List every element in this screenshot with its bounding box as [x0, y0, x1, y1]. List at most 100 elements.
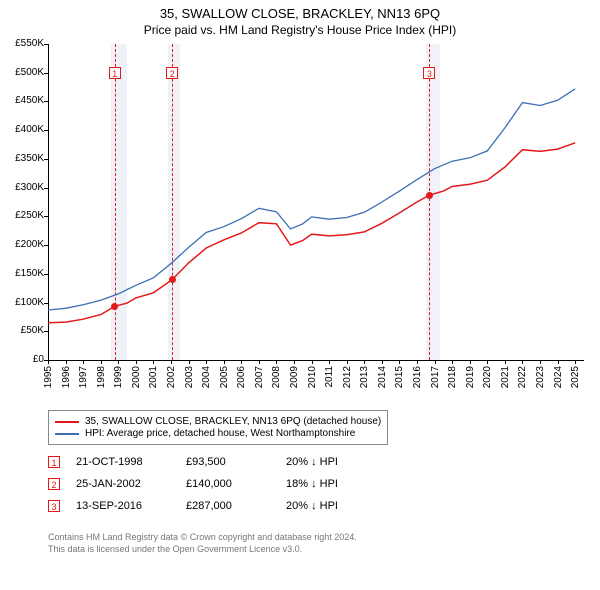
x-tick-label: 2024 [553, 366, 564, 388]
y-tick-label: £500K [4, 67, 44, 78]
sale-row: 313-SEP-2016£287,00020% ↓ HPI [48, 500, 386, 512]
title-block: 35, SWALLOW CLOSE, BRACKLEY, NN13 6PQ Pr… [0, 0, 600, 37]
x-tick-label: 2015 [394, 366, 405, 388]
x-tick [347, 360, 348, 364]
x-tick [66, 360, 67, 364]
x-tick [540, 360, 541, 364]
x-tick [206, 360, 207, 364]
sale-marker-box: 3 [48, 500, 60, 512]
x-tick-label: 2011 [324, 366, 335, 388]
y-tick-label: £150K [4, 268, 44, 279]
x-tick [417, 360, 418, 364]
x-tick [522, 360, 523, 364]
footer-attribution: Contains HM Land Registry data © Crown c… [48, 532, 357, 555]
sale-price: £140,000 [186, 478, 286, 490]
sale-row: 1 21-OCT-1998£93,50020% ↓ HPI [48, 456, 386, 468]
x-tick [171, 360, 172, 364]
x-tick-label: 2019 [465, 366, 476, 388]
sale-price: £93,500 [186, 456, 286, 468]
x-tick-label: 2012 [342, 366, 353, 388]
series-svg [48, 44, 584, 360]
x-tick-label: 2009 [289, 366, 300, 388]
x-tick [118, 360, 119, 364]
chart-container: { "title": "35, SWALLOW CLOSE, BRACKLEY,… [0, 0, 600, 590]
series-price_paid [48, 143, 575, 323]
legend-label: HPI: Average price, detached house, West… [85, 428, 355, 439]
x-tick-label: 2002 [166, 366, 177, 388]
x-tick [312, 360, 313, 364]
footer-line-1: Contains HM Land Registry data © Crown c… [48, 532, 357, 544]
y-tick-label: £250K [4, 210, 44, 221]
y-tick-label: £350K [4, 153, 44, 164]
x-tick-label: 2021 [500, 366, 511, 388]
x-tick [294, 360, 295, 364]
x-tick-label: 2005 [219, 366, 230, 388]
sale-price: £287,000 [186, 500, 286, 512]
sale-marker-box: 1 [48, 456, 60, 468]
x-tick-label: 1999 [113, 366, 124, 388]
x-tick-label: 2006 [236, 366, 247, 388]
y-tick-label: £200K [4, 239, 44, 250]
x-tick [505, 360, 506, 364]
x-tick [241, 360, 242, 364]
x-tick [259, 360, 260, 364]
y-tick-label: £100K [4, 297, 44, 308]
x-tick [48, 360, 49, 364]
x-tick-label: 2023 [535, 366, 546, 388]
x-tick [276, 360, 277, 364]
x-tick-label: 2008 [271, 366, 282, 388]
legend-label: 35, SWALLOW CLOSE, BRACKLEY, NN13 6PQ (d… [85, 416, 381, 427]
chart-subtitle: Price paid vs. HM Land Registry's House … [0, 23, 600, 37]
sale-date: 25-JAN-2002 [76, 478, 186, 490]
x-tick-label: 2000 [131, 366, 142, 388]
sale-date: 21-OCT-1998 [76, 456, 186, 468]
x-tick [364, 360, 365, 364]
x-tick-label: 2013 [359, 366, 370, 388]
x-tick-label: 2010 [307, 366, 318, 388]
legend-item: 35, SWALLOW CLOSE, BRACKLEY, NN13 6PQ (d… [55, 416, 381, 427]
x-tick [452, 360, 453, 364]
x-tick-label: 2016 [412, 366, 423, 388]
x-tick-label: 2018 [447, 366, 458, 388]
x-tick [153, 360, 154, 364]
y-tick-label: £550K [4, 38, 44, 49]
x-tick [101, 360, 102, 364]
sale-hpi-delta: 20% ↓ HPI [286, 456, 386, 468]
x-tick [136, 360, 137, 364]
x-tick [329, 360, 330, 364]
y-tick-label: £300K [4, 182, 44, 193]
x-tick-label: 2017 [430, 366, 441, 388]
x-tick [189, 360, 190, 364]
x-tick [487, 360, 488, 364]
footer-line-2: This data is licensed under the Open Gov… [48, 544, 357, 556]
y-tick-label: £450K [4, 95, 44, 106]
y-tick-label: £400K [4, 124, 44, 135]
sale-hpi-delta: 18% ↓ HPI [286, 478, 386, 490]
x-tick-label: 2022 [517, 366, 528, 388]
legend-swatch [55, 433, 79, 435]
x-tick-label: 1995 [43, 366, 54, 388]
plot-area: £0£50K£100K£150K£200K£250K£300K£350K£400… [48, 44, 584, 360]
x-tick-label: 2020 [482, 366, 493, 388]
x-tick-label: 2003 [184, 366, 195, 388]
x-axis [48, 360, 584, 361]
x-tick [558, 360, 559, 364]
x-tick-label: 1997 [78, 366, 89, 388]
x-tick [83, 360, 84, 364]
sale-hpi-delta: 20% ↓ HPI [286, 500, 386, 512]
x-tick-label: 2007 [254, 366, 265, 388]
x-tick-label: 2014 [377, 366, 388, 388]
chart-title: 35, SWALLOW CLOSE, BRACKLEY, NN13 6PQ [0, 6, 600, 21]
legend: 35, SWALLOW CLOSE, BRACKLEY, NN13 6PQ (d… [48, 410, 388, 445]
legend-item: HPI: Average price, detached house, West… [55, 428, 381, 439]
x-tick [224, 360, 225, 364]
sale-marker-box: 2 [48, 478, 60, 490]
x-tick [399, 360, 400, 364]
x-tick-label: 1996 [61, 366, 72, 388]
x-tick [470, 360, 471, 364]
sale-row: 2 25-JAN-2002£140,00018% ↓ HPI [48, 478, 386, 490]
legend-swatch [55, 421, 79, 423]
x-tick [435, 360, 436, 364]
x-tick [382, 360, 383, 364]
x-tick-label: 2001 [148, 366, 159, 388]
